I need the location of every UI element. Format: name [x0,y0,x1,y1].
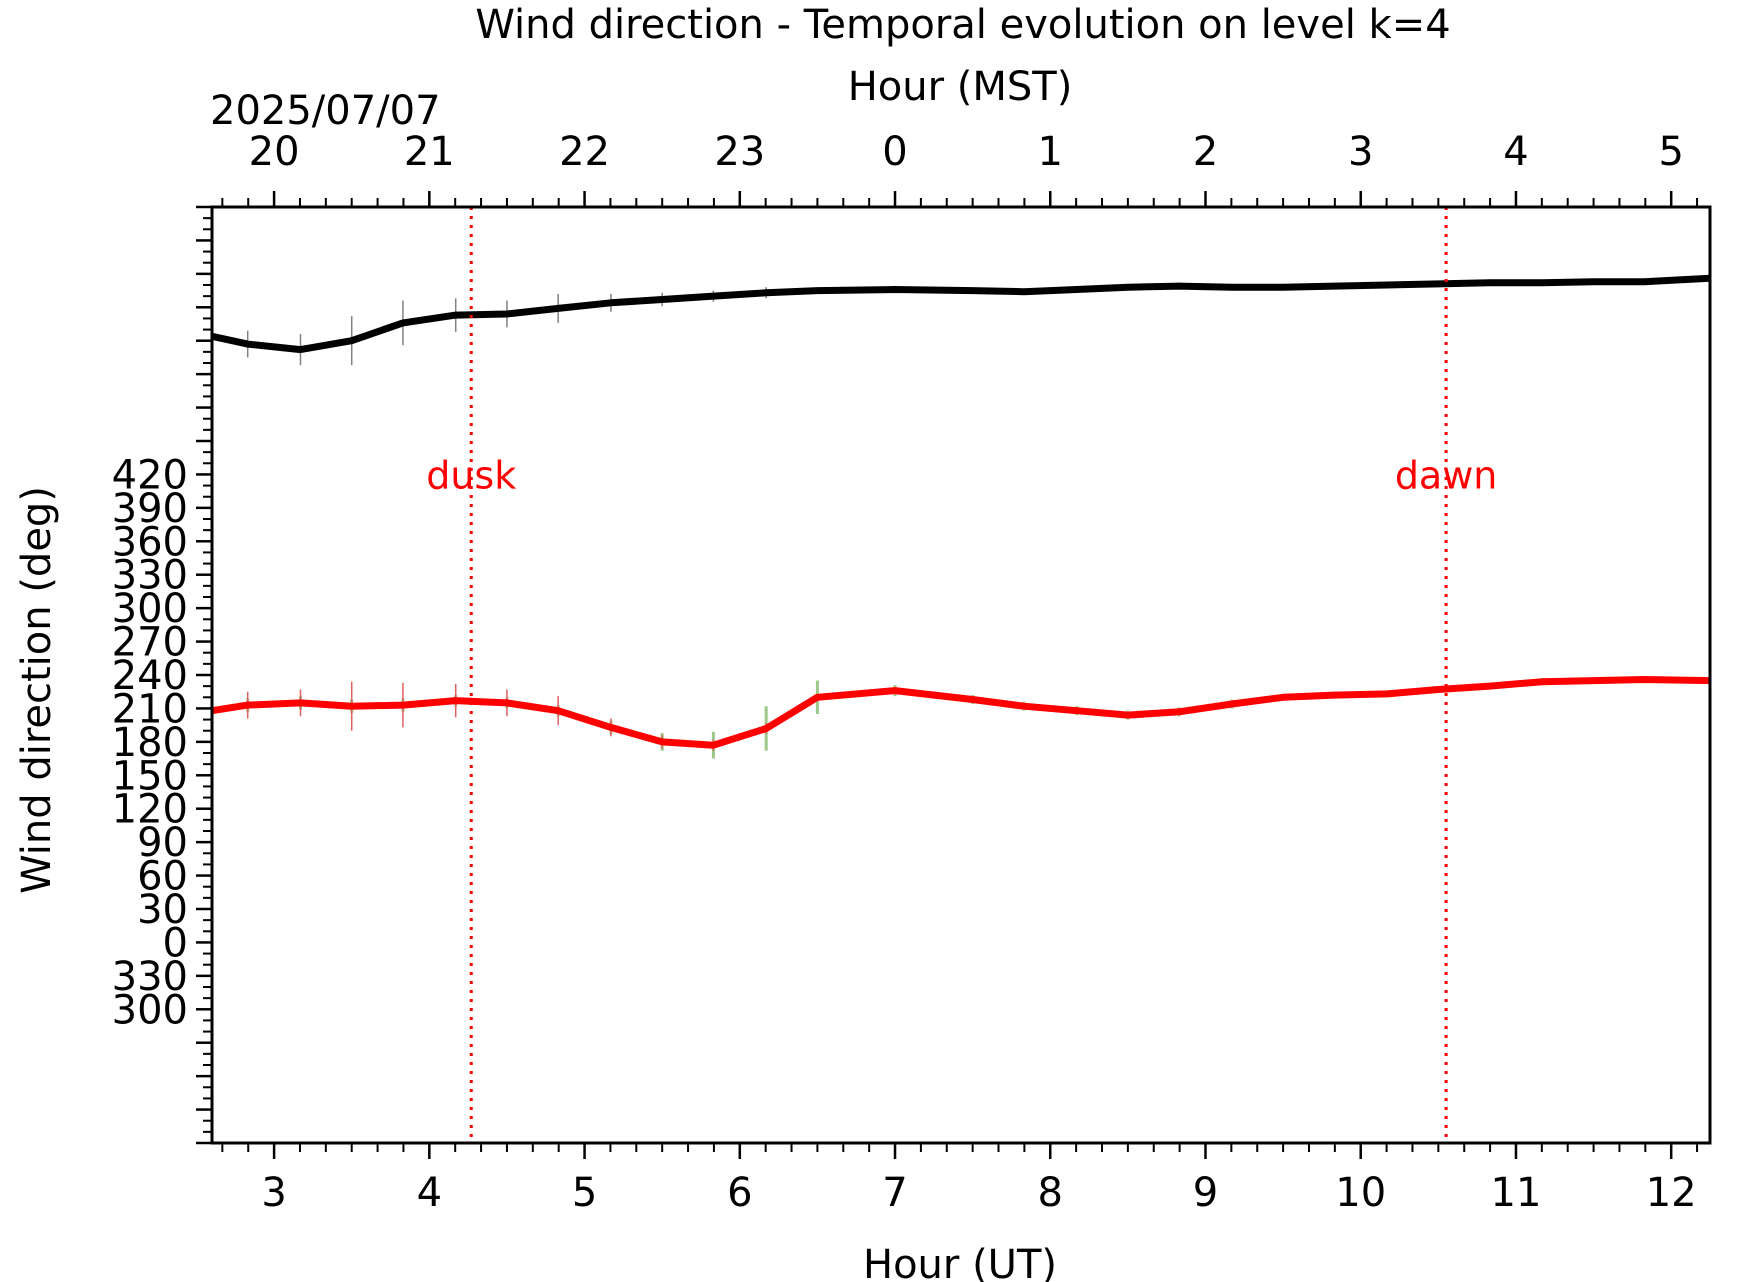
y-tick-label: 30 [137,887,188,933]
y-tick-label: 240 [112,653,188,699]
y-tick-label: 90 [137,820,188,866]
x2-tick-label: 0 [882,129,907,175]
x-tick-label: 7 [882,1170,907,1216]
x2-tick-label: 22 [559,129,610,175]
x-tick-label: 5 [572,1170,597,1216]
y-tick-label: 150 [112,753,188,799]
x-tick-label: 6 [727,1170,752,1216]
x2-tick-label: 23 [714,129,765,175]
x2-tick-label: 3 [1348,129,1373,175]
x2-tick-label: 5 [1658,129,1683,175]
x2-tick-label: 2 [1193,129,1218,175]
chart-title: Wind direction - Temporal evolution on l… [475,2,1450,48]
y-tick-label: 420 [112,452,188,498]
y-tick-label: 360 [112,519,188,565]
vline-label-dusk: dusk [426,453,516,497]
x-axis-label: Hour (UT) [863,1242,1057,1282]
y-tick-label: 0 [163,920,188,966]
y-tick-label: 330 [112,954,188,1000]
date-label: 2025/07/07 [210,88,441,134]
vline-label-dawn: dawn [1395,453,1498,497]
series-line-1 [212,274,1710,354]
x2-tick-label: 4 [1503,129,1528,175]
plot-area: dusk dawn [212,207,1710,1143]
x-tick-label: 3 [261,1170,286,1216]
y-tick-label: 300 [112,987,188,1033]
x2-tick-label: 1 [1038,129,1063,175]
x2-axis-label: Hour (MST) [848,64,1073,110]
series-group [212,273,1710,759]
y-tick-label: 390 [112,486,188,532]
y-tick-label: 300 [112,586,188,632]
y-tick-label: 210 [112,686,188,732]
y-tick-label: 270 [112,620,188,666]
x-tick-label: 11 [1491,1170,1542,1216]
axes: 3003300306090120150180210240270300330360… [112,129,1712,1216]
x-tick-label: 8 [1038,1170,1063,1216]
y-tick-label: 60 [137,854,188,900]
y-axis-label: Wind direction (deg) [14,486,60,894]
y-tick-label: 180 [112,720,188,766]
x-tick-label: 12 [1646,1170,1697,1216]
y-tick-label: 330 [112,553,188,599]
x-tick-label: 4 [417,1170,442,1216]
series-line-3 [212,676,1710,749]
y-tick-label: 120 [112,787,188,833]
x2-tick-label: 21 [404,129,455,175]
x2-tick-label: 20 [249,129,300,175]
x-tick-label: 9 [1193,1170,1218,1216]
x-tick-label: 10 [1335,1170,1386,1216]
plot-frame [210,205,1712,1145]
